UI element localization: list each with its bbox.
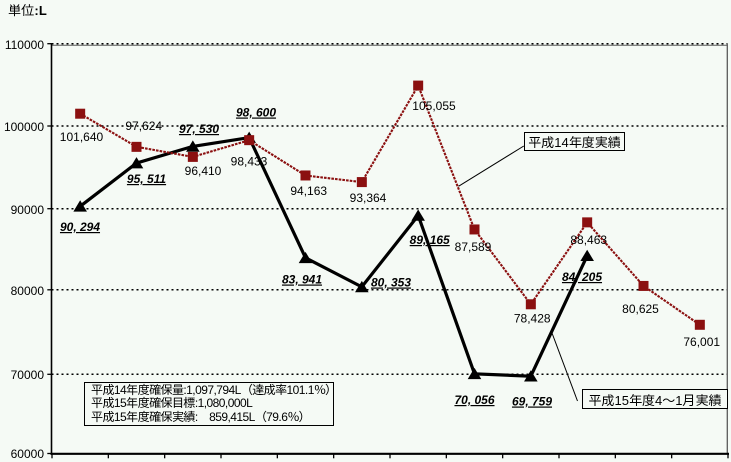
series1-callout-box: 平成14年度実績: [524, 132, 625, 151]
y-axis-label: 70000: [10, 368, 44, 383]
series1-data-label: 96,410: [185, 164, 222, 178]
callout-leader-2: [551, 332, 578, 402]
series2-data-label: 90, 294: [60, 220, 100, 234]
series1-marker-square: [582, 217, 593, 228]
y-axis-label: 100000: [3, 119, 44, 134]
series1-callout-label: 平成14年度実績: [528, 135, 621, 150]
series1-data-label: 101,640: [60, 130, 104, 144]
summary-line-1: 平成14年度確保量:1,097,794L（達成率101.1％）: [91, 382, 337, 397]
y-axis-label: 60000: [10, 447, 44, 462]
series2-data-label: 84, 205: [562, 270, 602, 284]
series1-marker-square: [75, 108, 86, 119]
series1-data-label: 76,001: [683, 335, 720, 349]
series1-line: [79, 84, 701, 326]
series1-marker-square: [131, 141, 142, 152]
callout-leader-1: [458, 145, 525, 187]
series1-marker-square: [187, 151, 198, 162]
series2-data-label: 69, 759: [512, 395, 552, 409]
series2-data-label: 83, 941: [282, 273, 322, 287]
series2-marker-triangle: [73, 200, 87, 212]
series2-callout-label: 平成15年度4～1月実績: [588, 392, 722, 408]
series1-marker-square: [694, 319, 705, 330]
series1-marker-square: [469, 224, 480, 235]
series1-data-label: 93,364: [350, 191, 387, 205]
series1-marker-square: [356, 177, 367, 188]
series1-marker-square: [244, 135, 255, 146]
summary-line-3: 平成15年度確保実績: 859,415L（79.6％）: [91, 409, 311, 424]
series1-data-label: 105,055: [412, 99, 456, 113]
series1-marker-square: [300, 170, 311, 181]
series2-data-label: 97, 530: [179, 122, 219, 136]
series1-data-label: 88,463: [570, 233, 607, 247]
series2-marker-triangle: [524, 370, 538, 382]
series2-marker-triangle: [355, 280, 369, 293]
series1-data-label: 97,624: [125, 119, 162, 133]
series2-marker-triangle: [411, 209, 425, 221]
series1-marker-square: [525, 299, 536, 310]
summary-line-2: 平成15年度確保目標:1,080,000L: [91, 396, 253, 411]
series2-data-label: 95, 511: [127, 172, 166, 186]
series1-data-label: 98,433: [231, 155, 268, 169]
series2-marker-triangle: [580, 249, 594, 261]
series1-marker-square: [638, 280, 649, 291]
y-axis-label: 80000: [10, 283, 44, 298]
series2-marker-triangle: [186, 140, 200, 152]
series2-marker-triangle: [129, 157, 144, 169]
series1-marker-square: [413, 80, 424, 91]
series2-data-label: 89, 165: [410, 233, 450, 247]
series2-marker-triangle: [298, 251, 313, 264]
unit-label: 単位:L: [8, 0, 48, 19]
series2-line: [79, 135, 589, 378]
summary-box: 平成14年度確保量:1,097,794L（達成率101.1％） 平成15年度確保…: [84, 382, 337, 426]
series2-marker-triangle: [467, 367, 482, 380]
series2-data-label: 80, 353: [371, 276, 411, 290]
series1-data-label: 80,625: [622, 302, 659, 316]
series2-callout-box: 平成15年度4～1月実績: [582, 389, 728, 409]
y-axis-label: 110000: [4, 37, 44, 52]
series1-data-label: 87,589: [455, 240, 492, 254]
series1-data-label: 94,163: [290, 184, 327, 198]
series2-data-label: 70, 056: [454, 393, 494, 407]
series2-data-label: 98, 600: [236, 106, 276, 120]
series1-data-label: 78,428: [514, 311, 551, 325]
y-axis-label: 90000: [10, 202, 44, 217]
